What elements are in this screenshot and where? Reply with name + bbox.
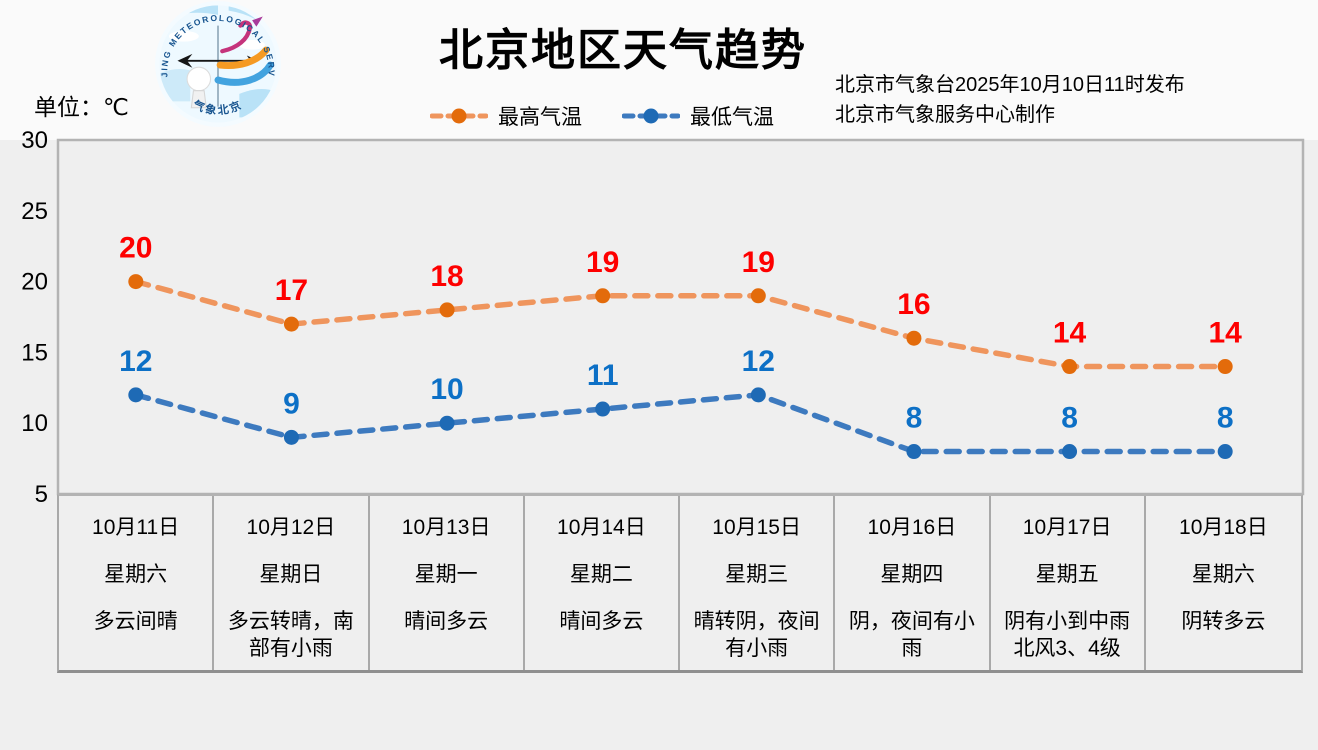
forecast-day-column: 10月12日 星期日多云转晴，南部有小雨 (214, 496, 370, 670)
data-point-high-3 (595, 288, 611, 304)
issue-line-2: 北京市气象服务中心制作 (835, 104, 1055, 126)
logo-radar-dome (186, 66, 212, 109)
y-axis-tick-label: 10 (21, 410, 48, 437)
data-point-high-1 (283, 316, 299, 332)
forecast-date: 10月17日 (1022, 516, 1112, 539)
value-label-low-1: 9 (283, 387, 300, 420)
data-point-high-4 (750, 288, 766, 304)
forecast-weekday: 星期一 (414, 563, 478, 586)
value-label-low-2: 10 (430, 373, 463, 406)
value-label-high-3: 19 (586, 246, 619, 279)
value-label-low-4: 12 (742, 345, 775, 378)
series-line-low (133, 392, 1228, 455)
y-axis-tick-label: 15 (21, 339, 48, 366)
forecast-weekday: 星期五 (1035, 563, 1099, 586)
forecast-weekday: 星期六 (1191, 563, 1255, 586)
y-axis-tick-label: 25 (21, 198, 48, 225)
data-point-high-0 (128, 274, 144, 290)
forecast-weekday: 星期六 (104, 563, 168, 586)
forecast-date: 10月11日 (92, 516, 180, 539)
legend-item-low-temp: 最低气温 (622, 101, 774, 131)
forecast-weekday: 星期三 (725, 563, 789, 586)
value-label-low-0: 12 (119, 345, 152, 378)
data-point-high-7 (1217, 359, 1233, 375)
forecast-date: 10月15日 (712, 516, 801, 539)
issue-info: 北京市气象台2025年10月10日11时发布 北京市气象服务中心制作 (835, 70, 1185, 130)
chart-legend: 最高气温 最低气温 (430, 101, 774, 131)
value-label-high-7: 14 (1209, 317, 1243, 350)
data-point-low-3 (595, 401, 611, 417)
forecast-weather: 晴间多云 (559, 610, 644, 633)
y-axis-tick-label: 20 (21, 269, 48, 296)
value-label-high-2: 18 (430, 260, 463, 293)
value-label-low-3: 11 (587, 359, 619, 392)
high-temp-line-swatch-icon (430, 108, 488, 124)
forecast-day-column: 10月13日 星期一晴间多云 (370, 496, 525, 670)
forecast-weather: 晴间多云 (404, 610, 489, 633)
legend-label-high-temp: 最高气温 (498, 106, 582, 129)
forecast-day-column: 10月11日 星期六多云间晴 (59, 496, 215, 670)
data-point-low-4 (750, 387, 766, 403)
plot-frame (56, 138, 1305, 496)
forecast-weather: 阴有小到中雨 北风3、4级 (1004, 610, 1131, 660)
forecast-weather: 多云间晴 (93, 610, 178, 633)
data-point-high-6 (1062, 359, 1078, 375)
forecast-weather: 晴转阴，夜间有小雨 (693, 610, 820, 660)
forecast-weather: 阴，夜间有小雨 (848, 610, 975, 660)
value-label-high-5: 16 (897, 288, 930, 321)
forecast-date: 10月12日 (246, 516, 336, 539)
issue-line-1: 北京市气象台2025年10月10日11时发布 (835, 74, 1185, 96)
y-axis-tick-label: 5 (35, 481, 48, 508)
data-point-high-2 (439, 302, 455, 318)
data-point-high-5 (906, 330, 922, 346)
value-label-low-7: 8 (1217, 402, 1234, 435)
page-title: 北京地区天气趋势 (439, 26, 807, 75)
low-temp-line-swatch-icon (622, 108, 680, 124)
value-label-low-6: 8 (1061, 402, 1078, 435)
forecast-date: 10月14日 (557, 516, 646, 539)
legend-item-high-temp: 最高气温 (430, 101, 582, 131)
data-point-low-0 (128, 387, 144, 403)
series-line-high (133, 278, 1228, 370)
data-point-low-6 (1062, 444, 1078, 460)
forecast-date: 10月13日 (401, 516, 491, 539)
beijing-meteorological-service-logo: BEIJING METEOROLOGICAL SERVICE 气象北京 (154, 0, 281, 127)
forecast-day-column: 10月14日 星期二晴间多云 (525, 496, 680, 670)
value-label-high-1: 17 (275, 274, 308, 307)
value-label-low-5: 8 (906, 402, 923, 435)
logo-color-swooshes (214, 16, 274, 86)
y-axis-tick-label: 30 (21, 127, 48, 154)
data-point-low-7 (1217, 444, 1233, 460)
forecast-weather: 阴转多云 (1181, 610, 1266, 633)
value-label-high-6: 14 (1053, 317, 1087, 350)
daily-forecast-table: 10月11日 星期六 多云间晴 10月12日 星期日 多云转晴，南部有小雨 10月13日 星期… (57, 494, 1303, 673)
data-point-low-5 (906, 444, 922, 460)
forecast-day-column: 10月15日 星期三晴转阴，夜间有小雨 (680, 496, 836, 670)
forecast-weekday: 星期四 (880, 563, 944, 586)
forecast-weekday: 星期二 (569, 563, 633, 586)
legend-label-low-temp: 最低气温 (690, 106, 774, 129)
forecast-day-column: 10月16日 星期四阴，夜间有小雨 (835, 496, 991, 670)
data-point-low-2 (439, 415, 455, 431)
value-label-high-4: 19 (742, 246, 775, 279)
forecast-date: 10月18日 (1179, 516, 1268, 539)
forecast-day-column: 10月18日 星期六阴转多云 (1146, 496, 1301, 670)
unit-label: 单位：℃ (34, 94, 129, 120)
forecast-date: 10月16日 (867, 516, 957, 539)
data-point-low-1 (283, 429, 299, 445)
value-label-high-0: 20 (119, 232, 152, 265)
forecast-weather: 多云转晴，南部有小雨 (227, 610, 354, 660)
forecast-weekday: 星期日 (259, 563, 323, 586)
forecast-day-column: 10月17日 星期五阴有小到中雨 北风3、4级 (991, 496, 1146, 670)
